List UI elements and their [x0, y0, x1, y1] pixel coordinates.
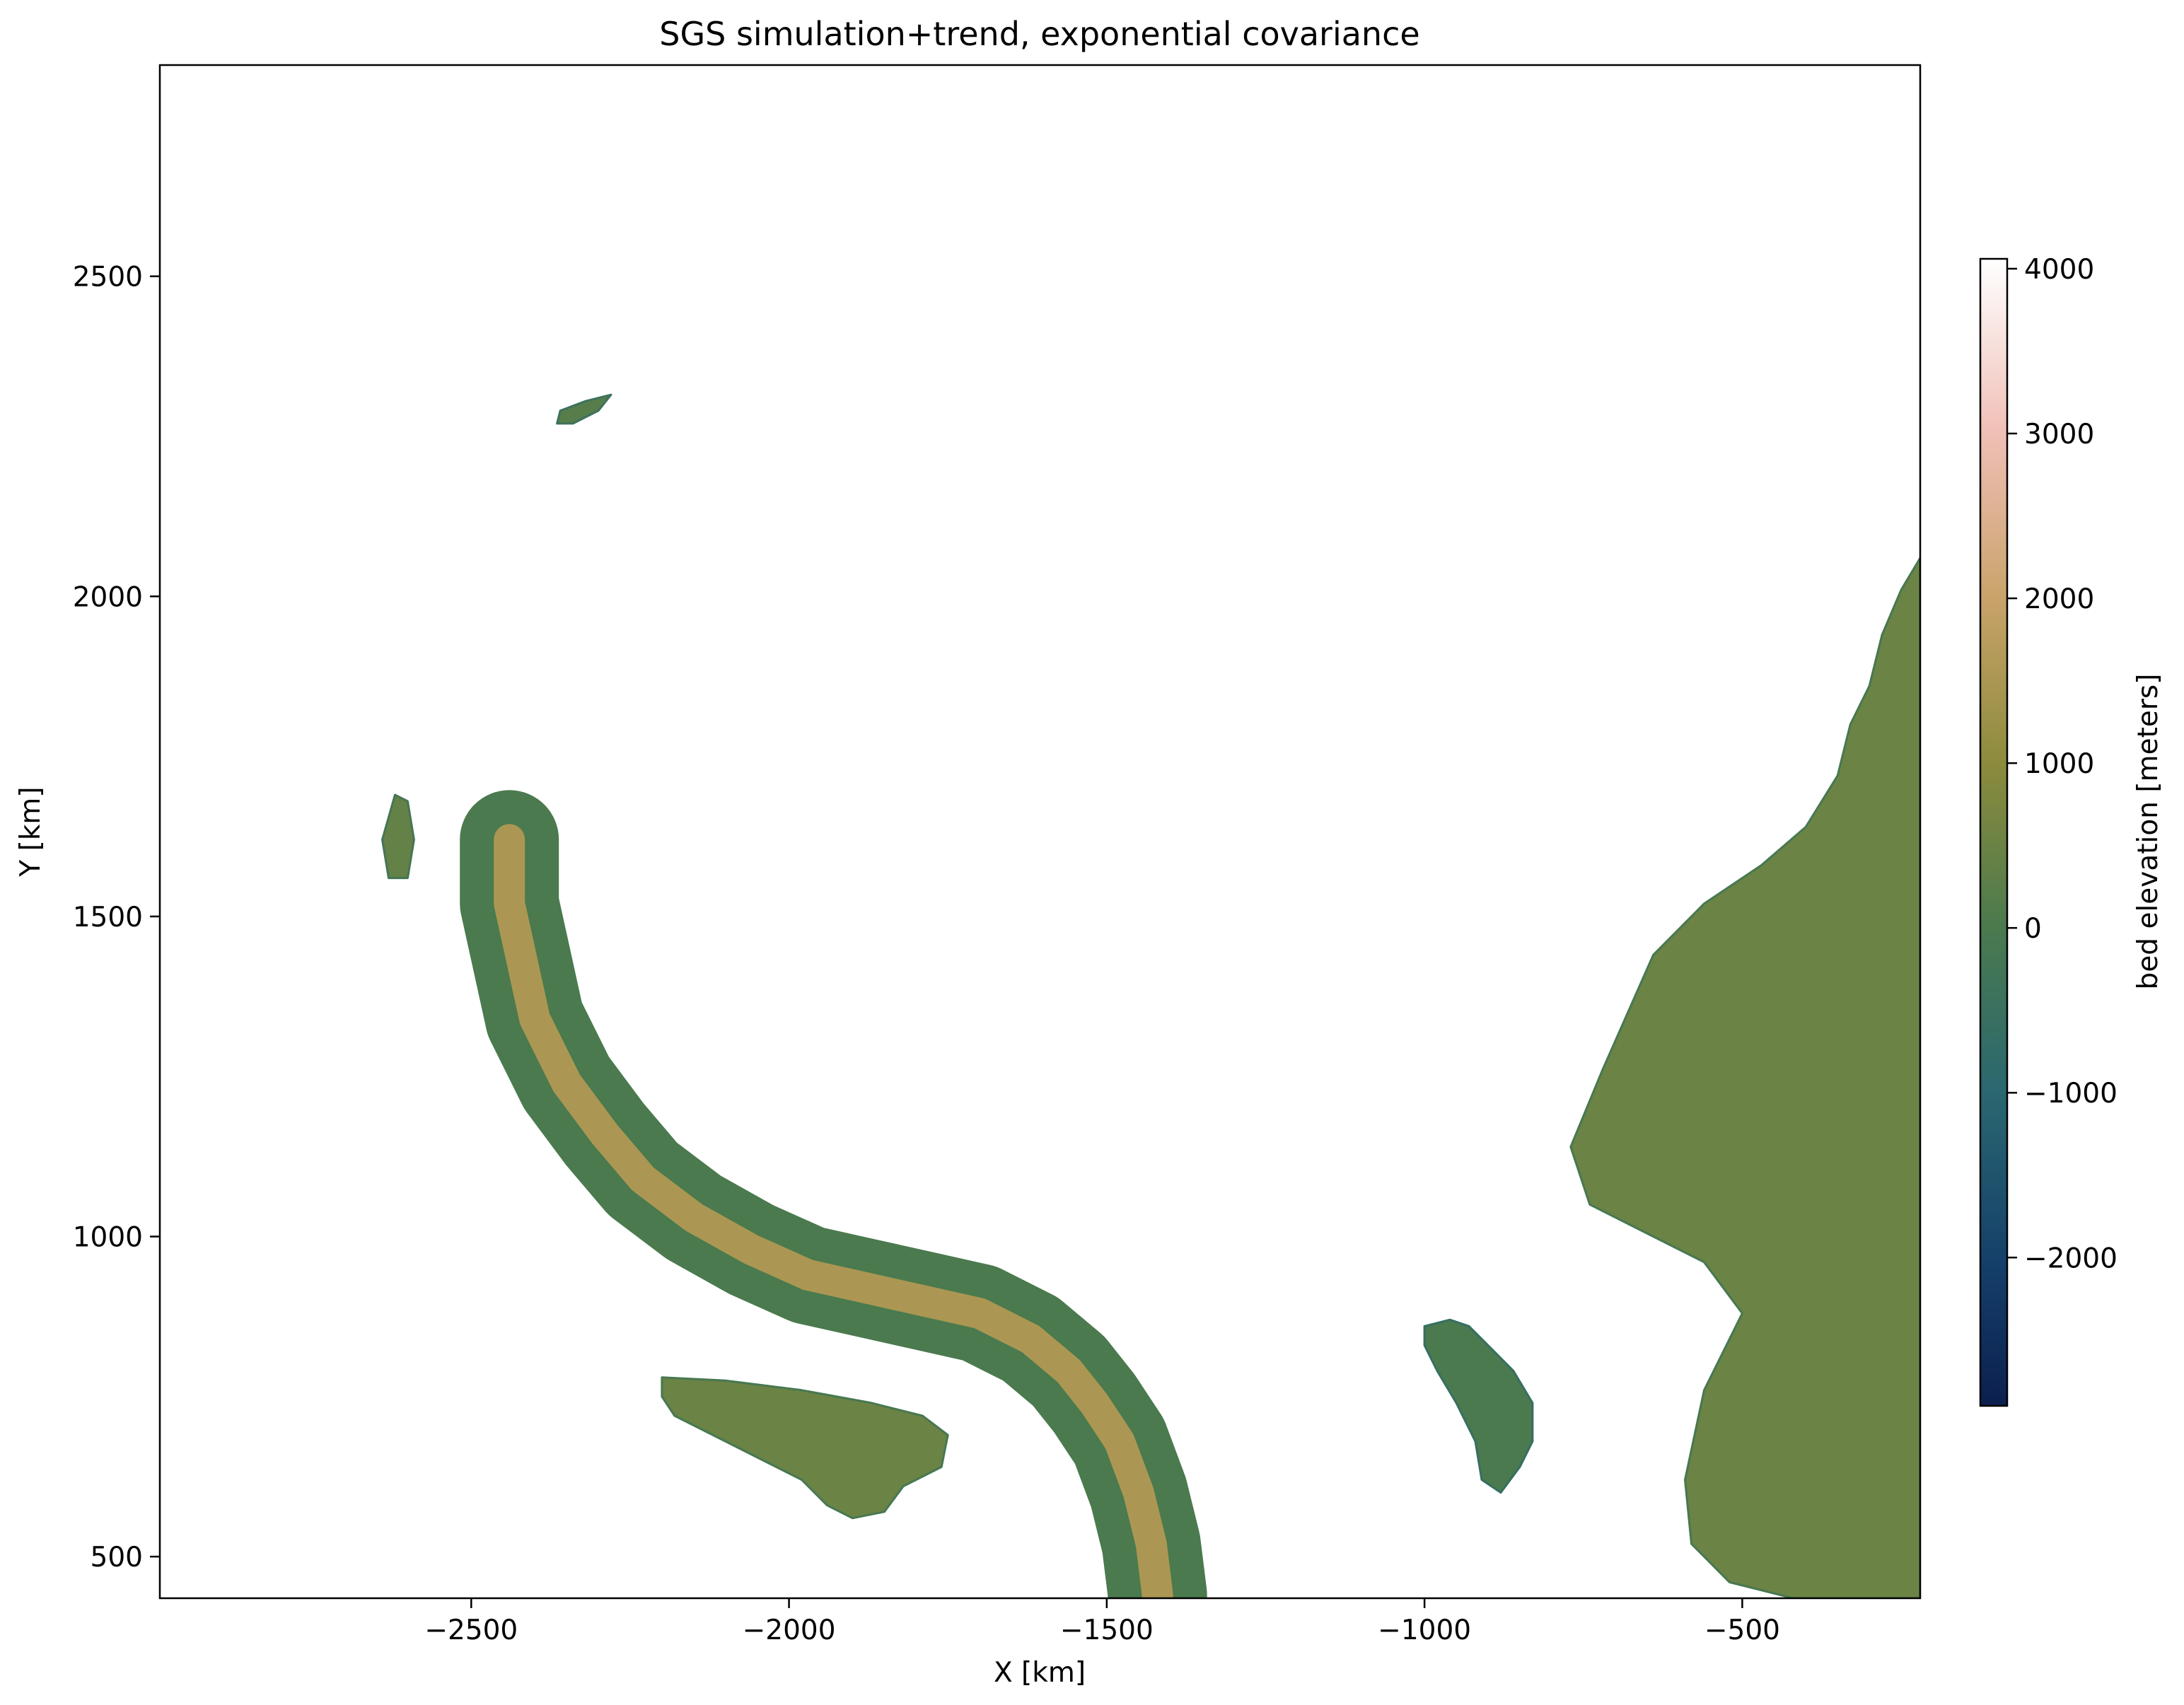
terrain-south-shetland-islands: [381, 793, 415, 880]
y-axis: 500 1000 1500 2000 2500: [73, 262, 160, 1573]
colorbar-label: bed elevation [meters]: [2132, 674, 2164, 990]
colorbar-tick-label: 0: [2024, 913, 2042, 945]
colorbar-ticks: 4000 3000 2000 1000 0 −1000 −2000: [2007, 254, 2118, 1274]
chart-title: SGS simulation+trend, exponential covari…: [659, 15, 1419, 53]
colorbar-tick-label: −2000: [2024, 1243, 2118, 1274]
colorbar-tick-label: 3000: [2024, 419, 2094, 450]
x-tick-label: −1500: [1060, 1614, 1154, 1646]
terrain-thurston-island: [1423, 1318, 1534, 1494]
terrain-layer: [381, 393, 1920, 1598]
terrain-northern-island: [556, 393, 612, 425]
terrain-ellsworth-land: [1569, 557, 1920, 1598]
plot-frame: [158, 64, 1922, 1600]
plot-area: [160, 65, 1920, 1598]
x-tick-label: −1000: [1378, 1614, 1471, 1646]
colorbar-tick-label: 1000: [2024, 748, 2094, 780]
x-axis: −2500 −2000 −1500 −1000 −500: [424, 1598, 1780, 1646]
colorbar-gradient: [1979, 257, 2009, 1407]
y-tick-label: 1500: [73, 902, 143, 933]
colorbar-tick-label: 4000: [2024, 254, 2094, 286]
y-tick-label: 2000: [73, 581, 143, 613]
x-tick-label: −2000: [743, 1614, 836, 1646]
y-tick-label: 500: [91, 1542, 143, 1573]
y-tick-label: 2500: [73, 262, 143, 293]
colorbar-tick-label: 2000: [2024, 583, 2094, 615]
terrain-alexander-island: [661, 1376, 949, 1520]
y-tick-label: 1000: [73, 1222, 143, 1254]
x-tick-label: −2500: [424, 1614, 518, 1646]
y-axis-label: Y [km]: [15, 786, 47, 877]
colorbar: 4000 3000 2000 1000 0 −1000 −2000 bed elevatio…: [1979, 254, 2164, 1407]
colorbar-tick-label: −1000: [2024, 1078, 2118, 1110]
terrain-antarctic-peninsula-spine: [494, 824, 1173, 1598]
x-axis-label: X [km]: [994, 1657, 1086, 1689]
x-tick-label: −500: [1704, 1614, 1780, 1646]
